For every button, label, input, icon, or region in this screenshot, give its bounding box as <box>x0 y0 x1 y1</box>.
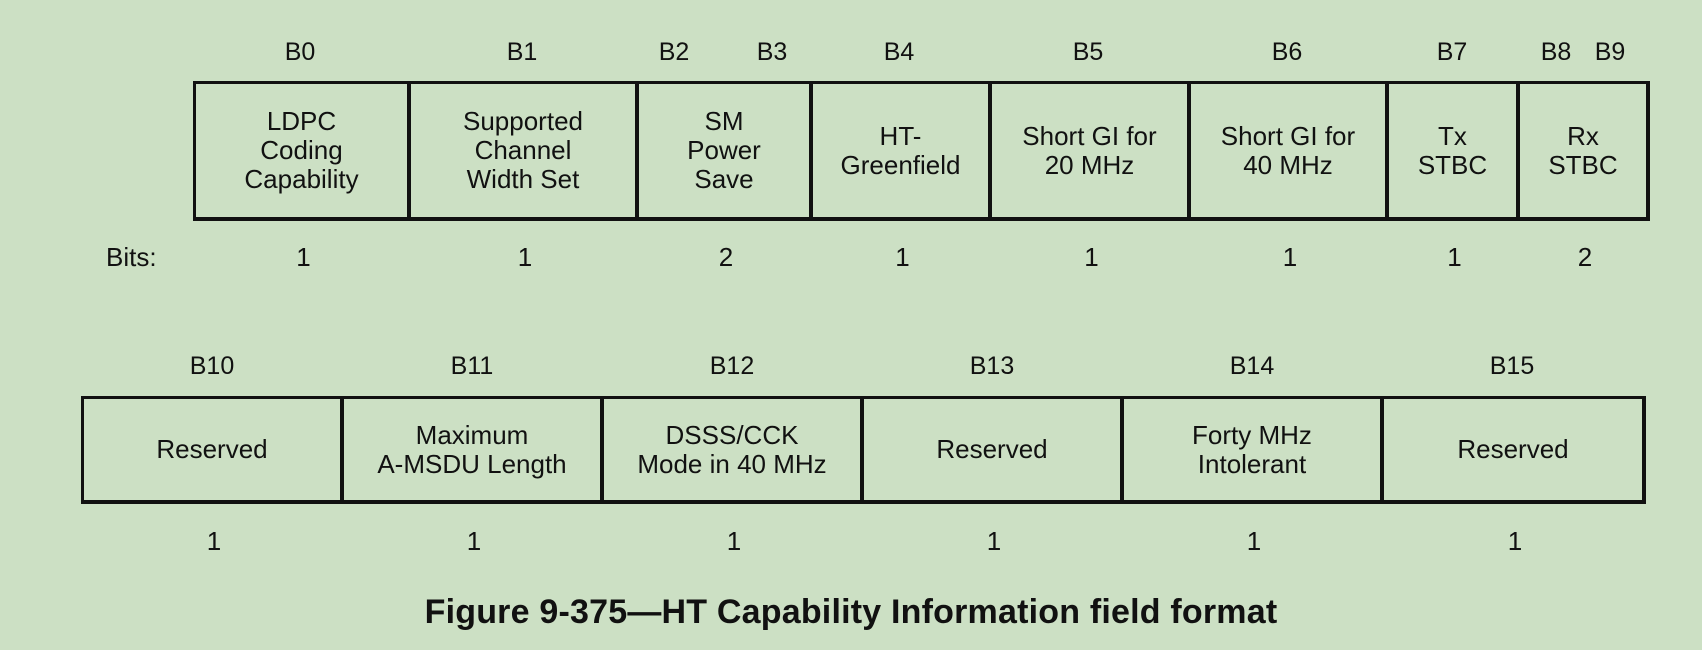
field-cell: Supported Channel Width Set <box>411 84 639 217</box>
field-bit-size: 1 <box>466 526 482 556</box>
field-name: Supported Channel Width Set <box>463 106 583 194</box>
bit-position-label: B9 <box>1594 38 1626 66</box>
bit-position-label: B8 <box>1540 38 1572 66</box>
field-bit-size: 1 <box>1084 242 1099 272</box>
field-bit-size: 1 <box>895 242 910 272</box>
field-cell: SM Power Save <box>639 84 813 217</box>
field-cell: Reserved <box>864 399 1124 500</box>
field-name: Short GI for 20 MHz <box>1022 120 1157 180</box>
field-name: Short GI for 40 MHz <box>1220 120 1356 180</box>
bit-position-label: B14 <box>1229 352 1275 380</box>
field-name: Tx STBC <box>1417 120 1488 180</box>
field-name: SM Power Save <box>687 106 761 194</box>
field-bit-size: 1 <box>517 242 533 272</box>
bits-label: Bits: <box>106 242 157 272</box>
field-bit-size: 1 <box>726 526 742 556</box>
field-bit-size: 1 <box>986 526 1002 556</box>
field-cell: Short GI for 20 MHz <box>992 84 1191 217</box>
bit-position-label: B0 <box>284 38 316 66</box>
bit-position-label: B15 <box>1489 352 1535 380</box>
field-bit-size: 1 <box>1246 526 1262 556</box>
field-cell: Short GI for 40 MHz <box>1191 84 1389 217</box>
field-name: DSSS/CCK Mode in 40 MHz <box>637 419 827 479</box>
field-name: HT- Greenfield <box>840 120 961 180</box>
field-name: Reserved <box>936 434 1048 464</box>
field-cell: Reserved <box>84 399 344 500</box>
bit-position-label: B13 <box>969 352 1015 380</box>
field-bit-size: 1 <box>206 526 222 556</box>
field-cell: LDPC Coding Capability <box>196 84 411 217</box>
bit-position-label: B6 <box>1271 38 1303 66</box>
field-cell: HT- Greenfield <box>813 84 992 217</box>
row2-field-row: Reserved Maximum A-MSDU Length DSSS/CCK Mode… <box>81 396 1646 504</box>
field-bit-size: 1 <box>1447 242 1462 272</box>
field-bit-size: 2 <box>1577 242 1593 272</box>
field-bit-size: 2 <box>718 242 734 272</box>
field-cell: Rx STBC <box>1520 84 1650 217</box>
field-name: Maximum A-MSDU Length <box>377 419 567 479</box>
bit-position-label: B12 <box>709 352 755 380</box>
field-bit-size: 1 <box>1282 242 1298 272</box>
bit-position-label: B4 <box>883 38 915 66</box>
row1-field-row: LDPC Coding Capability Supported Channel Widt… <box>193 81 1650 221</box>
field-cell: DSSS/CCK Mode in 40 MHz <box>604 399 864 500</box>
bit-position-label: B3 <box>756 38 788 66</box>
field-cell: Reserved <box>1384 399 1646 500</box>
bit-position-label: B1 <box>506 38 538 66</box>
field-cell: Forty MHz Intolerant <box>1124 399 1384 500</box>
bit-position-label: B5 <box>1072 38 1104 66</box>
field-bit-size: 1 <box>296 242 311 272</box>
field-cell: Maximum A-MSDU Length <box>344 399 604 500</box>
bit-position-label: B10 <box>189 352 235 380</box>
field-name: Reserved <box>1457 434 1569 464</box>
bit-position-label: B2 <box>658 38 690 66</box>
figure-caption: Figure 9-375—HT Capability Information f… <box>424 593 1278 631</box>
field-bit-size: 1 <box>1507 526 1523 556</box>
field-name: Forty MHz Intolerant <box>1192 419 1312 479</box>
bit-position-label: B7 <box>1436 38 1468 66</box>
field-name: Reserved <box>156 434 268 464</box>
bit-position-label: B11 <box>450 352 494 380</box>
field-cell: Tx STBC <box>1389 84 1520 217</box>
field-name: Rx STBC <box>1548 120 1618 180</box>
field-name: LDPC Coding Capability <box>244 106 359 194</box>
